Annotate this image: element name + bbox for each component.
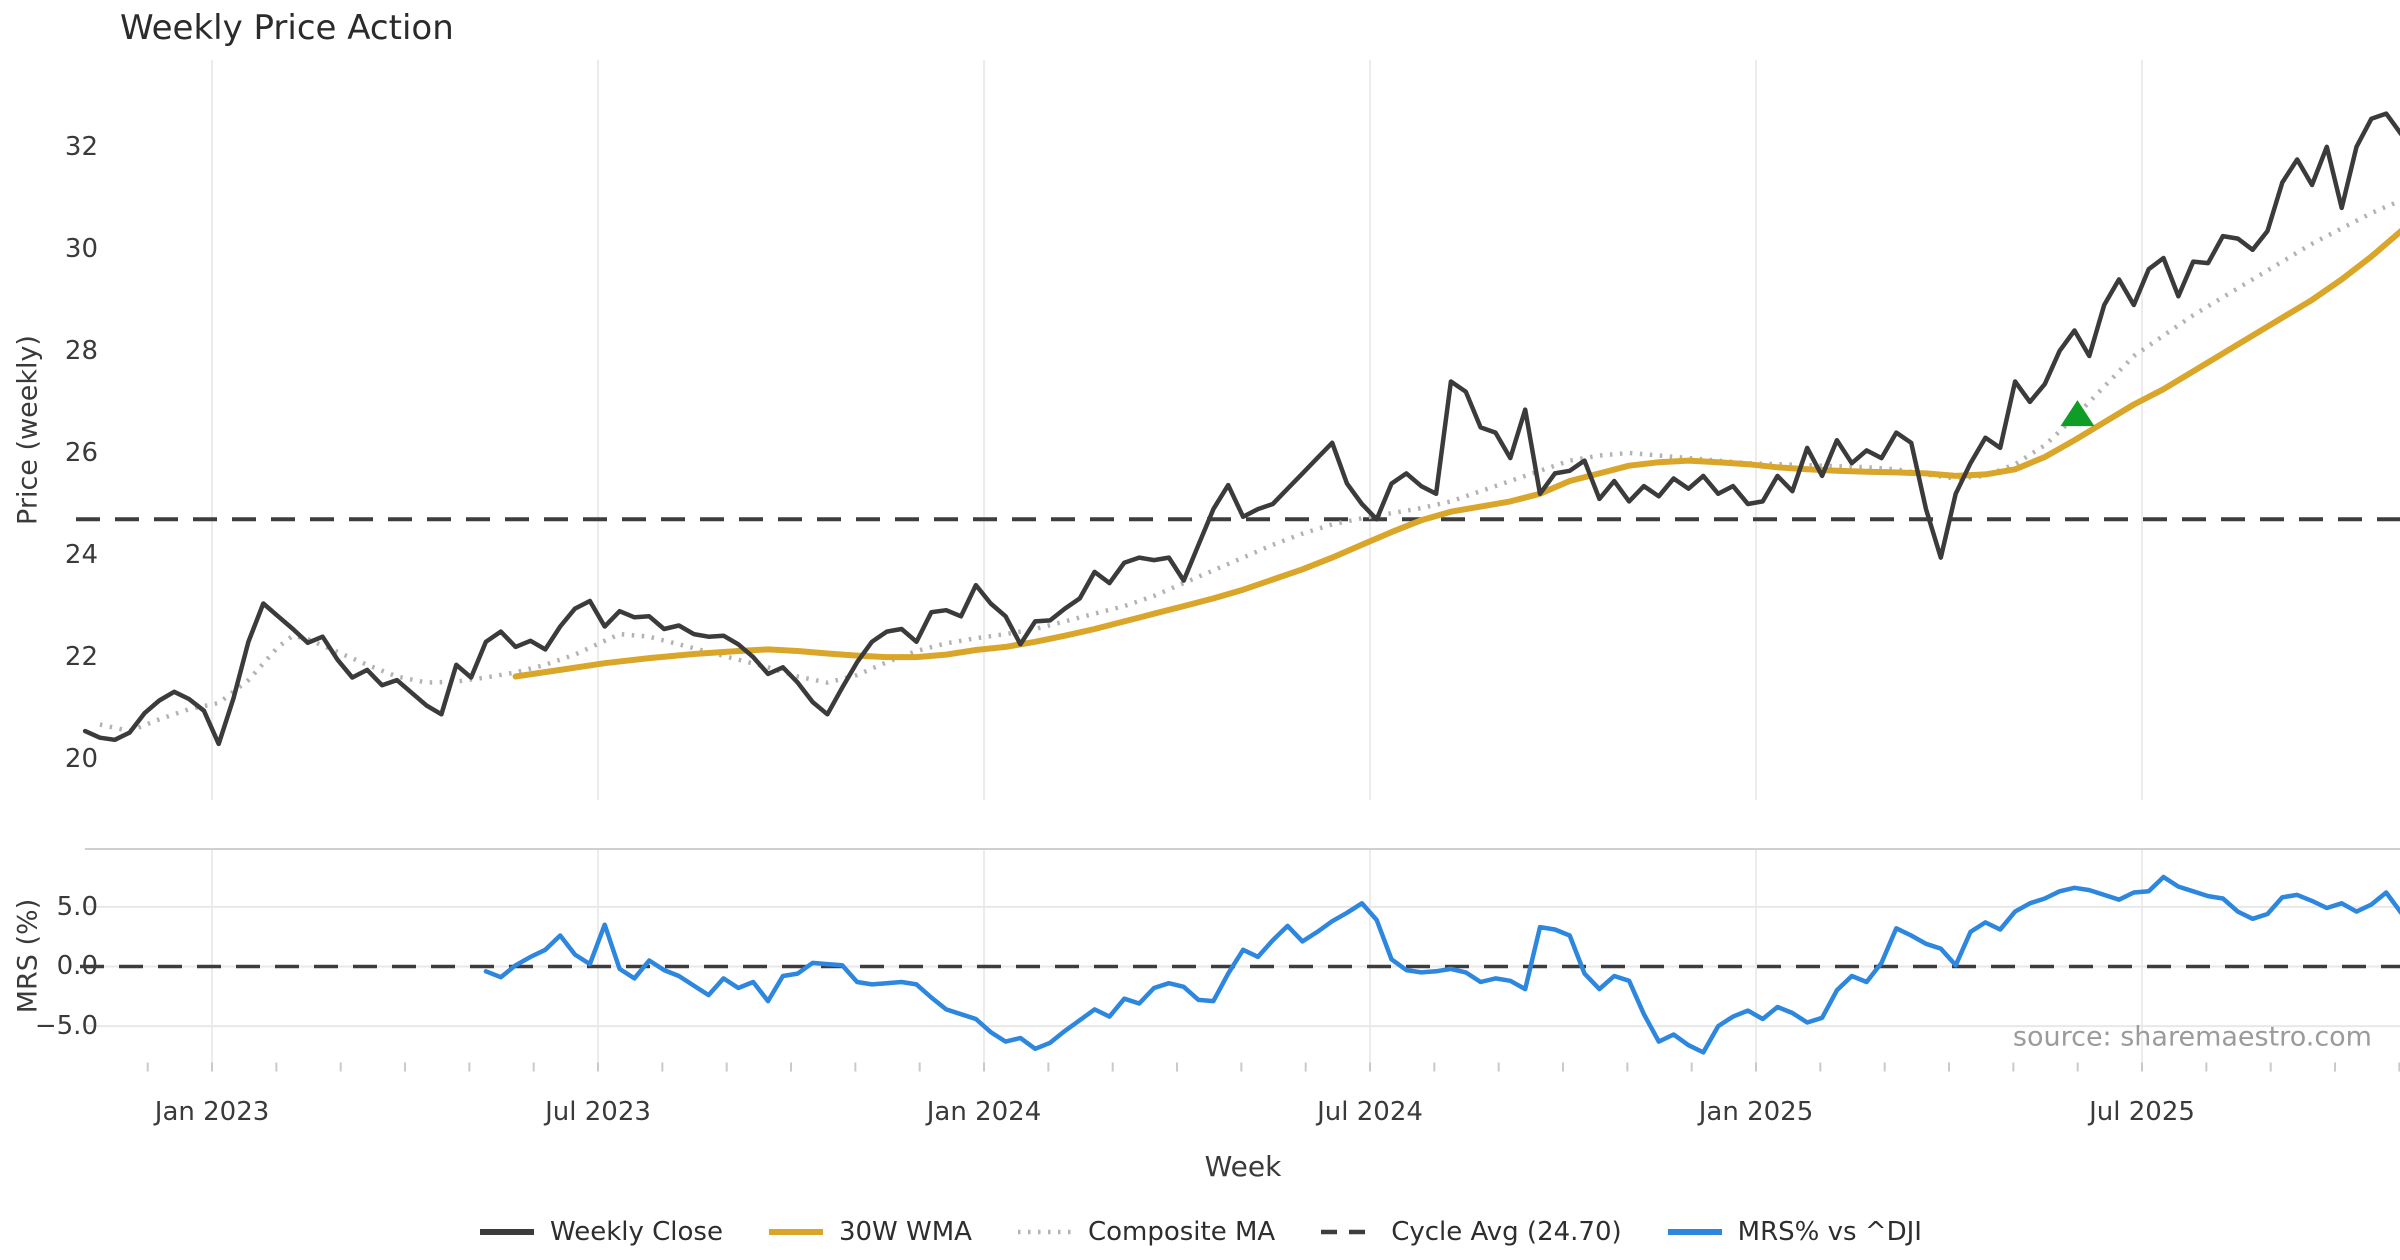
price-y-tick: 24 — [64, 540, 98, 571]
mrs-y-tick: 0.0 — [56, 951, 98, 982]
composite-ma-line — [99, 198, 2400, 734]
signal-triangle-marker-icon — [2060, 400, 2095, 427]
x-tick: Jan 2023 — [154, 1097, 270, 1127]
legend-item: Weekly Close — [478, 1217, 723, 1247]
legend-label: Composite MA — [1087, 1217, 1276, 1247]
legend-swatch-solid-icon — [1667, 1229, 1722, 1235]
price-y-tick: 26 — [64, 437, 98, 468]
x-tick: Jul 2023 — [545, 1097, 651, 1127]
legend-label: 30W WMA — [838, 1217, 972, 1247]
price-y-tick: 32 — [64, 131, 98, 162]
wma-line — [512, 227, 2400, 680]
legend-item: MRS% vs ^DJI — [1666, 1217, 1922, 1247]
legend-label: MRS% vs ^DJI — [1737, 1217, 1922, 1247]
x-tick: Jul 2024 — [1317, 1097, 1423, 1127]
source-credit: source: sharemaestro.com — [2012, 1021, 2372, 1053]
mrs-y-axis-label: MRS (%) — [12, 898, 44, 1014]
legend-item: Cycle Avg (24.70) — [1319, 1217, 1622, 1247]
price-y-axis-label: Price (weekly) — [12, 335, 44, 525]
legend-label: Cycle Avg (24.70) — [1391, 1217, 1622, 1247]
price-y-tick: 30 — [64, 233, 98, 264]
x-tick: Jan 2025 — [1698, 1097, 1814, 1127]
chart-title: Weekly Price Action — [120, 8, 454, 48]
mrs-line — [483, 874, 2400, 1055]
legend: Weekly Close 30W WMA Composite MA Cycle Avg… — [0, 1206, 2400, 1258]
price-y-tick: 22 — [64, 642, 98, 673]
mrs-y-tick: 5.0 — [56, 891, 98, 922]
x-tick: Jan 2024 — [926, 1097, 1042, 1127]
weekly-close-line — [82, 111, 2400, 747]
legend-label: Weekly Close — [550, 1217, 723, 1247]
legend-swatch-dashed-icon — [1321, 1229, 1376, 1235]
price-y-tick: 20 — [64, 744, 98, 775]
legend-swatch-solid-icon — [768, 1229, 823, 1235]
legend-swatch-solid-icon — [480, 1229, 535, 1235]
legend-item: 30W WMA — [767, 1217, 972, 1247]
x-tick: Jul 2025 — [2089, 1097, 2195, 1127]
legend-item: Composite MA — [1016, 1217, 1275, 1247]
price-y-tick: 28 — [64, 335, 98, 366]
x-axis-label: Week — [1204, 1150, 1282, 1183]
mrs-y-tick: −5.0 — [34, 1011, 98, 1042]
legend-swatch-dotted-icon — [1017, 1229, 1072, 1235]
